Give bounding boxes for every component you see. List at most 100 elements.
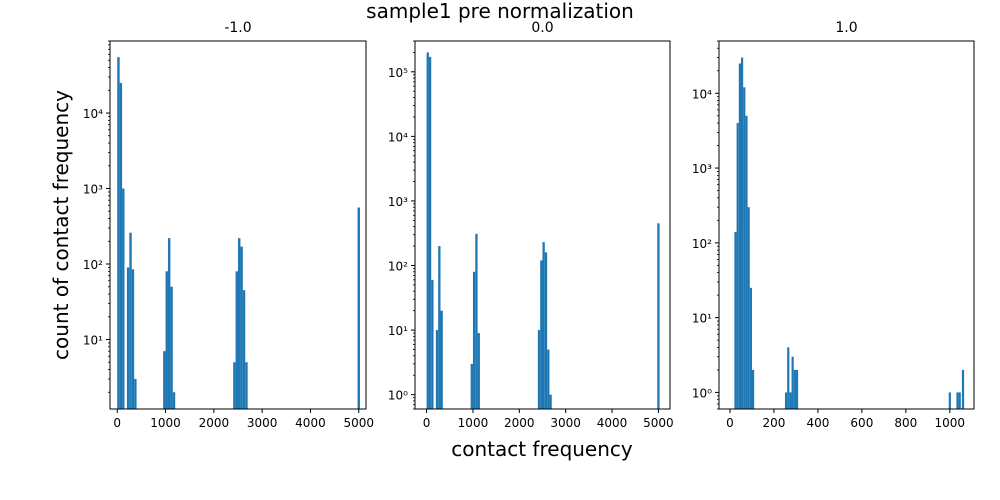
histogram-bar	[958, 392, 961, 409]
histogram-bar	[126, 267, 130, 409]
x-tick-label: 3000	[550, 416, 581, 430]
bars	[117, 57, 360, 409]
y-tick-label: 10¹	[83, 333, 103, 347]
y-tick-label: 10⁵	[388, 66, 408, 80]
histogram-bar	[657, 223, 660, 409]
x-tick-label: 1000	[150, 416, 181, 430]
histogram-bar	[129, 232, 132, 409]
histogram-bar	[751, 369, 755, 409]
panels: -1.00 1000 2000 3000 4000 500010¹10²10³10⁴0.0…	[83, 20, 975, 430]
histogram-bar	[747, 207, 750, 409]
histogram-bar	[238, 238, 241, 409]
y-tick-label: 10²	[692, 237, 712, 251]
x-tick-label: 4000	[295, 416, 326, 430]
x-tick-label: 5000	[343, 416, 374, 430]
plot-frame	[414, 40, 671, 410]
histogram-bar	[540, 260, 543, 409]
y-tick-label: 10¹	[388, 324, 408, 338]
histogram-bar	[745, 115, 748, 409]
histogram-bar	[738, 63, 741, 409]
histogram-bar	[440, 310, 443, 409]
histogram-bar	[542, 242, 545, 409]
x-tick-label: 1000	[935, 416, 966, 430]
histogram-bar	[167, 238, 171, 409]
y-tick-label: 10¹	[692, 312, 712, 326]
histogram-bar	[736, 123, 739, 409]
histogram-bar	[235, 271, 238, 409]
x-tick-label: 0	[113, 416, 121, 430]
y-tick-label: 10²	[388, 260, 408, 274]
x-tick-label: 0	[423, 416, 431, 430]
histogram-bar	[544, 252, 548, 409]
x-tick-label: 200	[763, 416, 786, 430]
histogram-bar	[547, 349, 550, 409]
y-axis-label: count of contact frequency	[49, 90, 73, 360]
histogram-bar	[472, 271, 476, 409]
y-tick-label: 10⁴	[83, 107, 103, 121]
histogram-bar	[122, 188, 125, 409]
y-tick-label: 10⁰	[692, 386, 712, 400]
figure-suptitle: sample1 pre normalization	[366, 0, 634, 23]
histogram-bar	[961, 369, 965, 409]
panel-title: -1.0	[224, 20, 251, 36]
histogram-bar	[170, 286, 173, 409]
y-tick-label: 10³	[692, 162, 712, 176]
x-tick-label: 600	[850, 416, 873, 430]
histogram-bar	[743, 87, 746, 409]
histogram-bar	[787, 347, 790, 409]
histogram-bar	[131, 269, 135, 409]
y-tick-label: 10⁴	[692, 87, 712, 101]
x-axis-label: contact frequency	[451, 437, 633, 461]
histogram-bar	[119, 82, 123, 409]
x-tick-label: 2000	[504, 416, 535, 430]
histogram-bar	[948, 392, 951, 409]
histogram-bar	[435, 330, 439, 409]
x-tick-label: 800	[894, 416, 917, 430]
histogram-bar	[793, 369, 796, 409]
histogram-bar	[791, 356, 794, 409]
y-tick-label: 10³	[83, 183, 103, 197]
histogram-bar	[428, 56, 432, 409]
histogram-bar	[784, 392, 788, 409]
x-tick-label: 0	[726, 416, 734, 430]
panel-title: 0.0	[531, 20, 553, 36]
x-tick-label: 5000	[643, 416, 674, 430]
x-tick-label: 1000	[458, 416, 489, 430]
histogram-bar	[163, 351, 166, 409]
plot-frame	[718, 40, 975, 410]
histogram-bar	[245, 362, 248, 409]
histogram-bar	[165, 271, 168, 409]
histogram-bar	[549, 394, 552, 409]
panel-2: 0.0 0 1000 2000 3000 4000 5000 10⁰ 10¹ 10² 10³ 10⁴ 1…	[388, 20, 674, 430]
histogram-bar	[240, 246, 243, 409]
y-tick-label: 10²	[83, 258, 103, 272]
histogram-bar	[117, 57, 120, 409]
histogram-bar	[172, 392, 176, 409]
histogram-bar	[795, 369, 799, 409]
histogram-bar	[956, 392, 959, 409]
histogram-bar	[789, 392, 792, 409]
y-tick-label: 10³	[388, 195, 408, 209]
histogram-bar	[475, 233, 478, 409]
histogram-bar	[749, 287, 752, 409]
y-tick-label: 10⁰	[388, 389, 408, 403]
y-tick-label: 10⁴	[388, 130, 408, 144]
histogram-bar	[470, 363, 473, 409]
bars	[734, 57, 965, 409]
plot-frame	[109, 40, 367, 410]
x-tick-label: 3000	[247, 416, 278, 430]
histogram-bar	[438, 246, 441, 409]
histogram-bar	[242, 290, 246, 409]
histogram-bar	[734, 231, 737, 409]
panel-title: 1.0	[835, 20, 857, 36]
histogram-bar	[740, 57, 744, 409]
histogram-bar	[537, 330, 541, 409]
histogram-bar	[233, 362, 236, 409]
panel-3: 1.0 0 200 400 600 800 1000 10⁰ 10¹ 10² 10³ 10⁴	[692, 20, 975, 430]
histogram-bar	[134, 378, 137, 409]
bars	[426, 52, 660, 409]
panel-1: -1.0 0 1000 2000 3000 4000 5000 10¹ 10² 10³ 10⁴	[83, 20, 374, 430]
histogram-bar	[431, 279, 434, 409]
histogram-bar	[426, 52, 429, 409]
